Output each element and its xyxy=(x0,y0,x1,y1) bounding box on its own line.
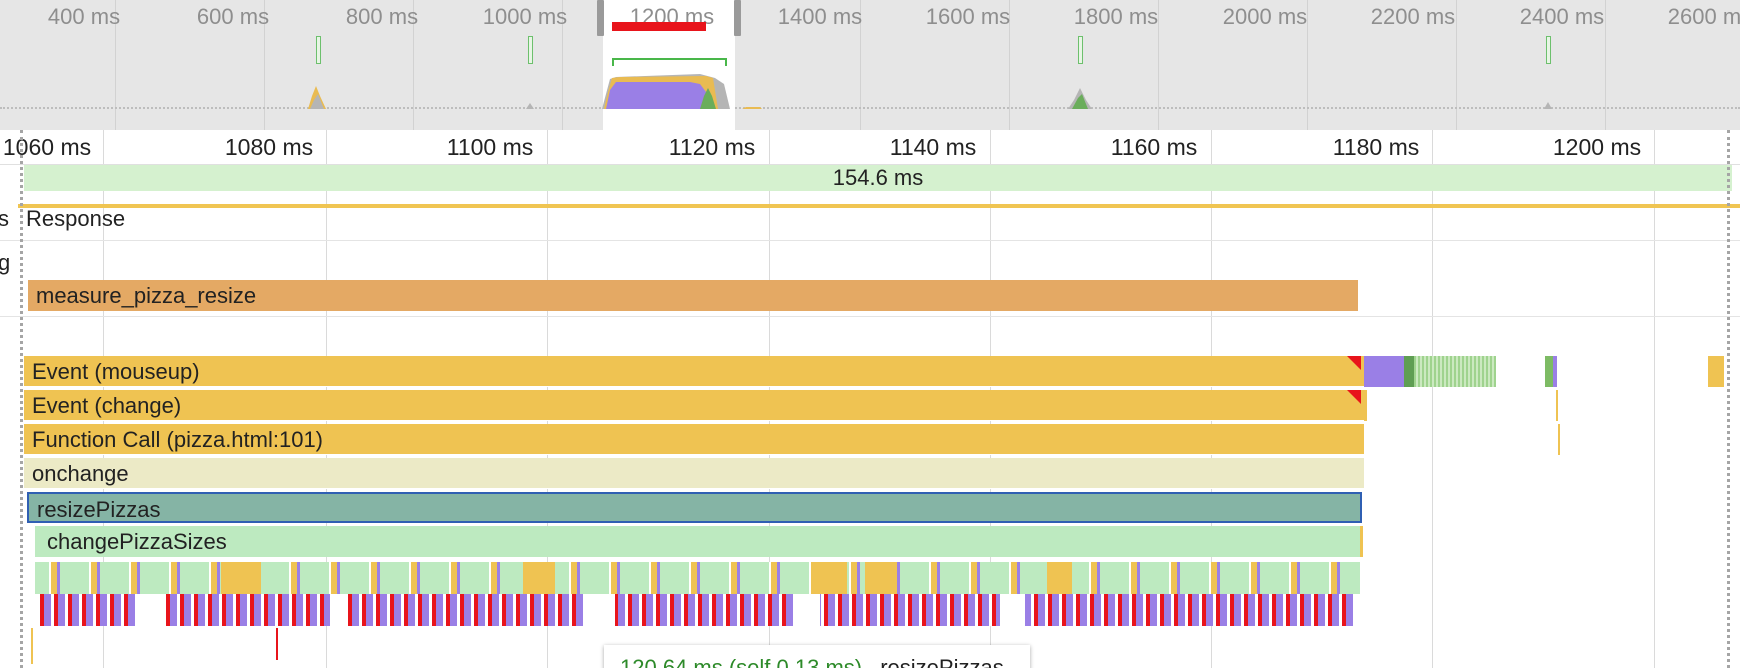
overview-tick: 1600 ms xyxy=(925,4,1011,29)
ruler-tick: 1140 ms xyxy=(889,134,977,160)
overview-tick: 600 ms xyxy=(196,4,270,29)
animation-track-label: g xyxy=(0,250,11,275)
flame-gap xyxy=(136,594,164,626)
flame-change-pizza-sizes[interactable]: changePizzaSizes xyxy=(35,526,1360,557)
overview-left-handle[interactable] xyxy=(597,0,604,36)
overview-gridline xyxy=(562,0,563,130)
scripting-block[interactable] xyxy=(815,562,847,594)
scripting-block[interactable] xyxy=(1708,356,1724,387)
timeline-overview[interactable]: 400 ms 600 ms 800 ms 1000 ms 1200 ms 140… xyxy=(0,0,1740,130)
overview-right-handle[interactable] xyxy=(734,0,741,36)
overview-tick: 1800 ms xyxy=(1073,4,1159,29)
overview-tick: 2600 ms xyxy=(1667,4,1740,29)
rendering-block[interactable] xyxy=(1553,356,1557,387)
long-task-warning-icon xyxy=(1347,356,1361,370)
flame-chart[interactable]: 1060 ms 1080 ms 1100 ms 1120 ms 1140 ms … xyxy=(0,130,1740,668)
selection-left-boundary xyxy=(20,130,23,668)
ruler-tick: 1080 ms xyxy=(224,134,314,160)
overview-frame-marker xyxy=(1546,36,1551,64)
overview-tick: 400 ms xyxy=(47,4,121,29)
time-ruler: 1060 ms 1080 ms 1100 ms 1120 ms 1140 ms … xyxy=(0,130,1740,165)
overview-gridline xyxy=(1456,0,1457,130)
scripting-block[interactable] xyxy=(1360,526,1363,557)
overview-activity-graph xyxy=(308,74,1552,109)
scripting-block[interactable] xyxy=(221,562,261,594)
overview-tick: 1000 ms xyxy=(482,4,568,29)
flame-recalc-style-row[interactable] xyxy=(40,594,1355,626)
overview-gridline xyxy=(413,0,414,130)
ruler-tick: 1200 ms xyxy=(1552,134,1642,160)
gridline xyxy=(1432,130,1433,668)
scripting-block[interactable] xyxy=(523,562,555,594)
overview-gridline xyxy=(1009,0,1010,130)
scripting-block[interactable] xyxy=(1556,390,1558,421)
overview-tick: 2200 ms xyxy=(1370,4,1456,29)
overview-baseline xyxy=(0,107,1740,109)
flame-event-change[interactable]: Event (change) xyxy=(24,390,1364,421)
overview-tick: 2400 ms xyxy=(1519,4,1605,29)
scripting-sliver xyxy=(31,628,33,664)
scripting-block[interactable] xyxy=(865,562,897,594)
overview-tick: 2000 ms xyxy=(1222,4,1308,29)
interaction-response[interactable]: Response xyxy=(26,206,126,231)
tooltip-function-name: resizePizzas xyxy=(880,655,1004,668)
overview-frame-marker xyxy=(1078,36,1083,64)
flame-function-call[interactable]: Function Call (pizza.html:101) xyxy=(24,424,1364,455)
gridline xyxy=(1654,130,1655,668)
long-task-warning-icon xyxy=(1347,390,1361,404)
selection-right-boundary xyxy=(1727,130,1730,668)
ruler-tick: 1100 ms xyxy=(446,134,534,160)
measure-pizza-resize-bar[interactable]: measure_pizza_resize xyxy=(28,280,1358,311)
ruler-tick: 1060 ms xyxy=(2,134,92,160)
ruler-tick: 1160 ms xyxy=(1110,134,1198,160)
overview-gridline xyxy=(1158,0,1159,130)
flame-gap xyxy=(795,594,820,626)
flame-gap xyxy=(1000,594,1025,626)
painting-block-group[interactable] xyxy=(1414,356,1496,387)
scripting-block[interactable] xyxy=(1364,390,1367,421)
overview-frame-marker xyxy=(316,36,321,64)
overview-tick: 1400 ms xyxy=(777,4,863,29)
ruler-tick: 1180 ms xyxy=(1332,134,1420,160)
flame-gap xyxy=(585,594,615,626)
overview-tick: 800 ms xyxy=(345,4,419,29)
painting-block[interactable] xyxy=(1404,356,1414,387)
overview-gridline xyxy=(115,0,116,130)
tooltip-time: 120.64 ms (self 0.13 ms) xyxy=(620,655,863,668)
overview-gridline xyxy=(1307,0,1308,130)
painting-block[interactable] xyxy=(1545,356,1553,387)
overview-gridline xyxy=(264,0,265,130)
flame-gap xyxy=(330,594,348,626)
scripting-block[interactable] xyxy=(1047,562,1072,594)
flame-event-mouseup[interactable]: Event (mouseup) xyxy=(24,356,1364,387)
flame-resize-pizzas-selected[interactable]: resizePizzas xyxy=(27,492,1362,523)
flame-tooltip: 120.64 ms (self 0.13 ms) resizePizzas xyxy=(604,645,1030,668)
track-separator xyxy=(0,316,1740,317)
frame-bracket xyxy=(612,58,727,66)
track-separator xyxy=(0,240,1740,241)
rendering-block[interactable] xyxy=(1364,356,1404,387)
overview-frame-marker xyxy=(528,36,533,64)
overview-gridline xyxy=(860,0,861,130)
long-frame-warning-indicator xyxy=(612,22,706,31)
overview-gridline xyxy=(1605,0,1606,130)
warning-sliver xyxy=(276,628,278,660)
flame-onchange[interactable]: onchange xyxy=(24,458,1364,489)
frame-duration-bar[interactable]: 154.6 ms xyxy=(24,165,1732,191)
ruler-tick: 1120 ms xyxy=(668,134,756,160)
interaction-range-line xyxy=(18,204,1740,208)
scripting-block[interactable] xyxy=(1558,424,1560,455)
interactions-track-label: s xyxy=(0,206,9,231)
